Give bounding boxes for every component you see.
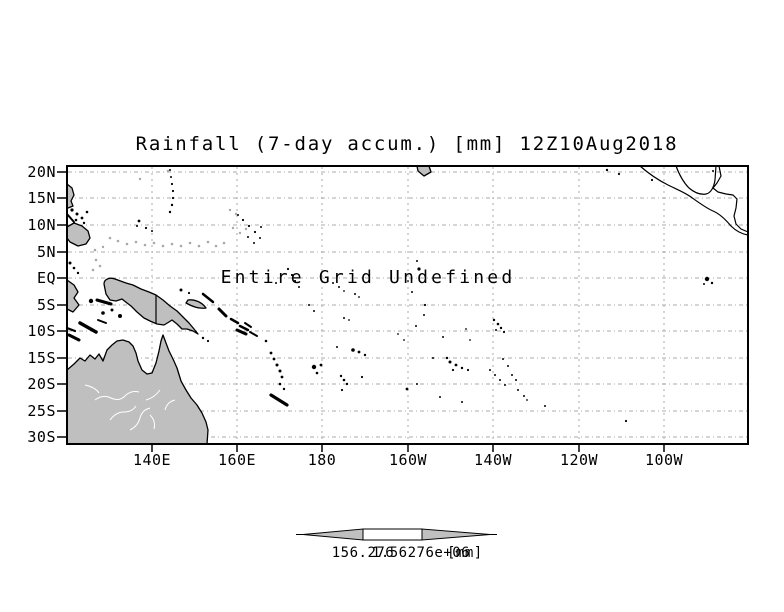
palawan	[66, 213, 75, 223]
landmass-luzon	[66, 183, 75, 209]
colorbar-left-arrow	[302, 528, 364, 541]
landmass-australia	[66, 334, 209, 445]
x-tick-label-160w: 160W	[388, 451, 428, 469]
island-chains	[65, 213, 289, 407]
mexico-central-america-coastline	[639, 165, 749, 236]
y-tick-label-20s: 20S	[27, 375, 56, 393]
x-tick-label-140e: 140E	[132, 451, 172, 469]
colorbar-units-label: [mm]	[447, 545, 483, 561]
x-tick-label-160e: 160E	[217, 451, 257, 469]
y-tick-label-5n: 5N	[36, 243, 56, 261]
landmass-mindanao	[66, 222, 91, 247]
y-tick-label-eq: EQ	[36, 269, 56, 287]
bougainville	[217, 307, 228, 318]
landmass-new-guinea	[103, 277, 199, 335]
y-tick-label-10n: 10N	[27, 216, 56, 234]
x-tick-label-140w: 140W	[473, 451, 513, 469]
colorbar-right-arrow	[421, 528, 491, 541]
x-tick-label-180: 180	[307, 451, 337, 469]
australia-rivers	[84, 384, 176, 431]
colorbar	[296, 528, 497, 541]
colorbar-max-label: 1.56276e+06	[371, 545, 471, 561]
colorbar-mid-segment	[362, 528, 423, 541]
new-caledonia	[269, 393, 289, 407]
y-tick-label-10s: 10S	[27, 322, 56, 340]
landmass-moluccas	[66, 279, 80, 313]
landmasses	[66, 165, 432, 445]
undefined-grid-message: Entire Grid Undefined	[220, 267, 516, 288]
new-ireland	[201, 292, 215, 304]
y-tick-label-5s: 5S	[36, 296, 56, 314]
y-tick-label-30s: 30S	[27, 428, 56, 446]
y-tick-label-15s: 15S	[27, 349, 56, 367]
island-specks-black	[68, 168, 714, 423]
colorbar-min-label: 156.276	[331, 545, 395, 561]
y-tick-label-15n: 15N	[27, 189, 56, 207]
x-tick-label-100w: 100W	[644, 451, 684, 469]
guadalcanal	[235, 328, 248, 336]
y-tick-label-25s: 25S	[27, 402, 56, 420]
y-tick-label-20n: 20N	[27, 163, 56, 181]
timor	[78, 321, 98, 334]
landmass-new-britain	[185, 299, 207, 309]
plot-title: Rainfall (7-day accum.) [mm] 12Z10Aug201…	[135, 133, 679, 155]
x-tick-label-120w: 120W	[559, 451, 599, 469]
seram	[95, 298, 113, 306]
island-specks-gray	[91, 169, 248, 272]
axis-ticks	[57, 171, 665, 452]
landmass-hawaii	[416, 165, 432, 177]
